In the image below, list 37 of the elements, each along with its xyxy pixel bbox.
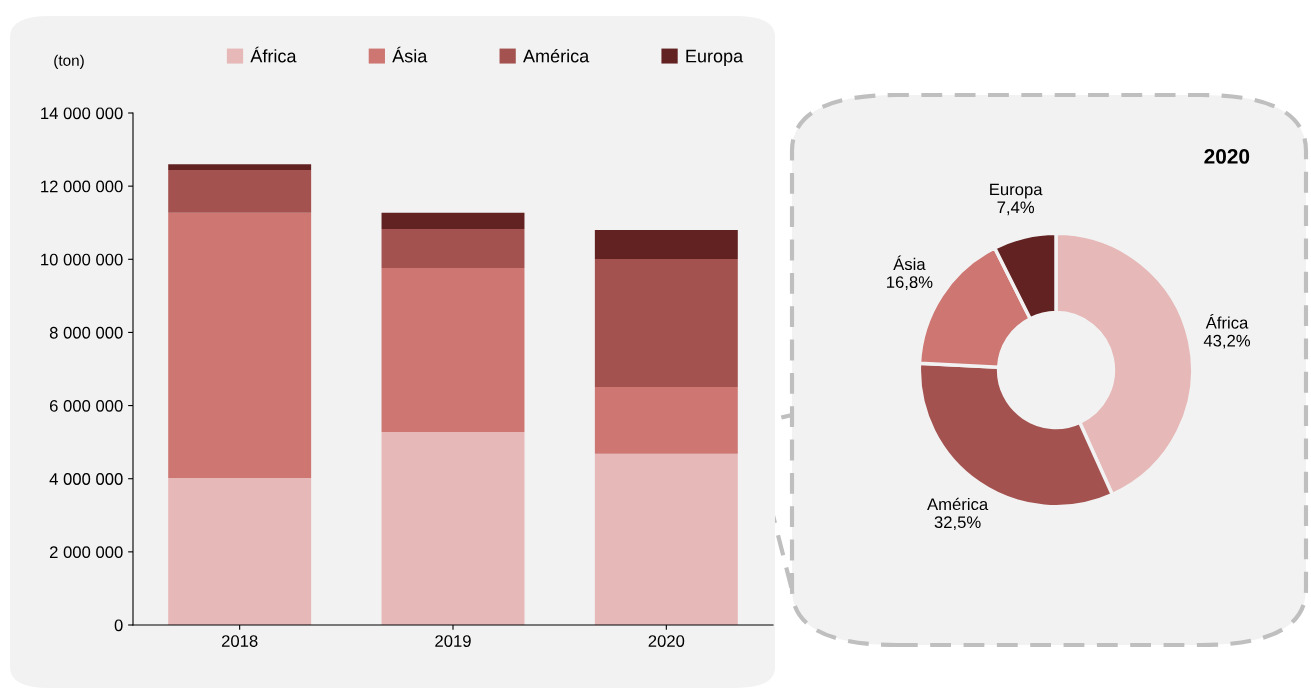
bar: [168, 477, 312, 625]
x-tick-label: 2020: [648, 635, 685, 647]
bar: [594, 386, 738, 454]
y-tick-label: 2 000 000: [49, 546, 123, 559]
slice-label: África: [1205, 314, 1249, 329]
bar: [594, 258, 738, 387]
legend-label: Ásia: [392, 46, 428, 63]
y-tick-label: 8 000 000: [49, 326, 123, 339]
bar: [168, 170, 312, 213]
y-tick-label: 10 000 000: [41, 253, 123, 266]
bar: [381, 431, 525, 625]
y-axis-title: (ton): [54, 54, 84, 69]
slice-label: Ásia: [893, 255, 926, 271]
bar: [594, 230, 738, 259]
legend-label: Europa: [686, 49, 744, 67]
y-tick-label: 12 000 000: [41, 180, 123, 193]
bar: [168, 212, 312, 478]
x-tick-label: 2018: [221, 635, 258, 647]
bar: [381, 228, 525, 269]
bar: [594, 453, 738, 625]
slice-label: América: [927, 497, 989, 511]
bar: [168, 164, 312, 171]
bar: [381, 212, 525, 229]
y-tick-label: 0: [114, 619, 123, 632]
bar: [381, 268, 525, 432]
y-tick-label: 6 000 000: [49, 399, 123, 412]
x-tick-label: 2019: [435, 635, 471, 647]
y-tick-label: 4 000 000: [49, 473, 123, 485]
data-label: 7,4%: [997, 201, 1035, 216]
data-label: 43,2%: [1203, 334, 1251, 349]
data-label: 32,5%: [934, 516, 981, 531]
data-label: 16,8%: [887, 276, 933, 290]
y-tick-label: 14 000 000: [41, 107, 123, 120]
slice-label: Europa: [990, 183, 1043, 199]
legend-label: América: [523, 48, 590, 63]
chart-title: 2020: [1204, 149, 1250, 164]
legend-label: África: [250, 46, 297, 63]
